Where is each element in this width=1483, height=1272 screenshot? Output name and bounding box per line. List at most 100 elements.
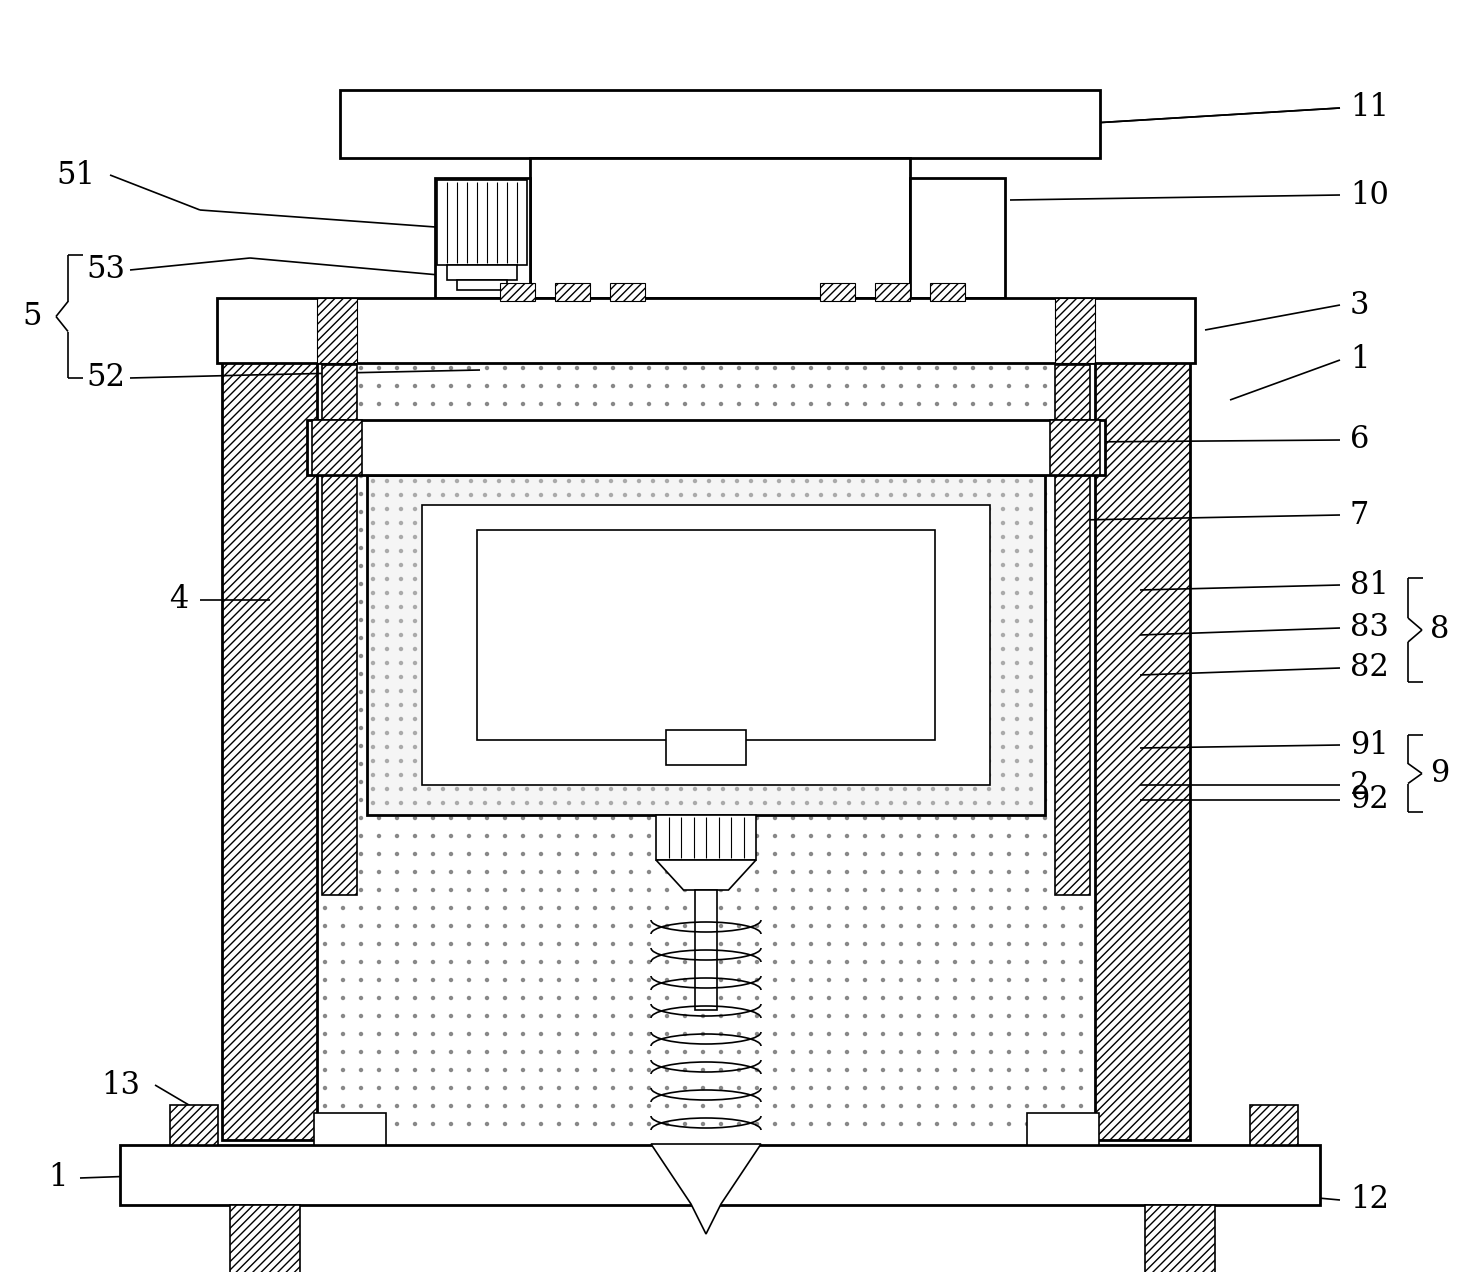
Circle shape [414, 925, 417, 927]
Circle shape [954, 402, 957, 406]
Circle shape [611, 799, 614, 801]
Circle shape [540, 565, 543, 567]
Circle shape [737, 655, 740, 658]
Circle shape [931, 577, 934, 580]
Circle shape [954, 636, 957, 640]
Circle shape [1080, 421, 1083, 424]
Circle shape [900, 547, 903, 550]
Circle shape [558, 799, 561, 801]
Circle shape [875, 577, 878, 580]
Circle shape [820, 619, 823, 622]
Circle shape [386, 480, 389, 482]
Circle shape [540, 384, 543, 388]
Circle shape [558, 1051, 561, 1053]
Circle shape [737, 1068, 740, 1071]
Circle shape [777, 759, 780, 762]
Circle shape [774, 528, 777, 532]
Circle shape [701, 366, 704, 369]
Circle shape [455, 759, 458, 762]
Circle shape [1044, 439, 1047, 441]
Circle shape [1026, 1086, 1029, 1090]
Circle shape [810, 870, 813, 874]
Circle shape [396, 925, 399, 927]
Circle shape [485, 1015, 488, 1018]
Circle shape [736, 731, 739, 734]
Circle shape [427, 703, 430, 706]
Circle shape [323, 691, 326, 693]
Circle shape [881, 600, 884, 603]
Circle shape [1007, 1086, 1010, 1090]
Circle shape [414, 536, 417, 538]
Circle shape [399, 605, 402, 608]
Circle shape [736, 550, 739, 552]
Circle shape [540, 1122, 543, 1126]
Circle shape [810, 510, 813, 514]
Circle shape [931, 494, 934, 496]
Circle shape [792, 870, 795, 874]
Circle shape [558, 474, 561, 477]
Circle shape [449, 762, 452, 766]
Circle shape [820, 508, 823, 510]
Circle shape [610, 563, 612, 566]
Circle shape [862, 508, 865, 510]
Circle shape [946, 717, 949, 720]
Circle shape [414, 889, 417, 892]
Circle shape [1080, 870, 1083, 874]
Circle shape [805, 633, 808, 636]
Circle shape [611, 1122, 614, 1126]
Circle shape [497, 745, 500, 748]
Circle shape [960, 633, 962, 636]
Circle shape [828, 870, 830, 874]
Circle shape [971, 978, 974, 982]
Circle shape [900, 907, 903, 909]
Circle shape [522, 709, 525, 711]
Circle shape [540, 759, 543, 762]
Circle shape [903, 731, 906, 734]
Circle shape [679, 480, 682, 482]
Circle shape [1026, 510, 1029, 514]
Circle shape [512, 745, 515, 748]
Circle shape [736, 591, 739, 594]
Circle shape [1080, 960, 1083, 963]
Circle shape [918, 655, 921, 658]
Circle shape [989, 996, 992, 1000]
Circle shape [504, 691, 507, 693]
Circle shape [1001, 801, 1004, 804]
Circle shape [568, 731, 571, 734]
Circle shape [719, 943, 722, 945]
Circle shape [467, 510, 470, 514]
Circle shape [764, 633, 767, 636]
Circle shape [989, 673, 992, 675]
Circle shape [737, 817, 740, 819]
Circle shape [1062, 943, 1065, 945]
Circle shape [449, 1051, 452, 1053]
Circle shape [359, 583, 362, 585]
Circle shape [774, 1122, 777, 1126]
Circle shape [774, 799, 777, 801]
Circle shape [497, 661, 500, 664]
Circle shape [701, 1051, 704, 1053]
Circle shape [701, 618, 704, 622]
Circle shape [522, 618, 525, 622]
Circle shape [432, 384, 435, 388]
Circle shape [497, 801, 500, 804]
Circle shape [805, 759, 808, 762]
Circle shape [820, 563, 823, 566]
Polygon shape [651, 1144, 761, 1234]
Circle shape [828, 439, 830, 441]
Circle shape [648, 1104, 651, 1108]
Circle shape [593, 1122, 596, 1126]
Circle shape [971, 510, 974, 514]
Circle shape [918, 494, 921, 496]
Circle shape [1062, 528, 1065, 532]
Circle shape [707, 801, 710, 804]
Circle shape [470, 759, 473, 762]
Circle shape [611, 636, 614, 640]
Circle shape [1044, 799, 1047, 801]
Circle shape [875, 717, 878, 720]
Circle shape [432, 439, 435, 441]
Circle shape [593, 762, 596, 766]
Circle shape [483, 633, 486, 636]
Circle shape [918, 996, 921, 1000]
Circle shape [931, 717, 934, 720]
